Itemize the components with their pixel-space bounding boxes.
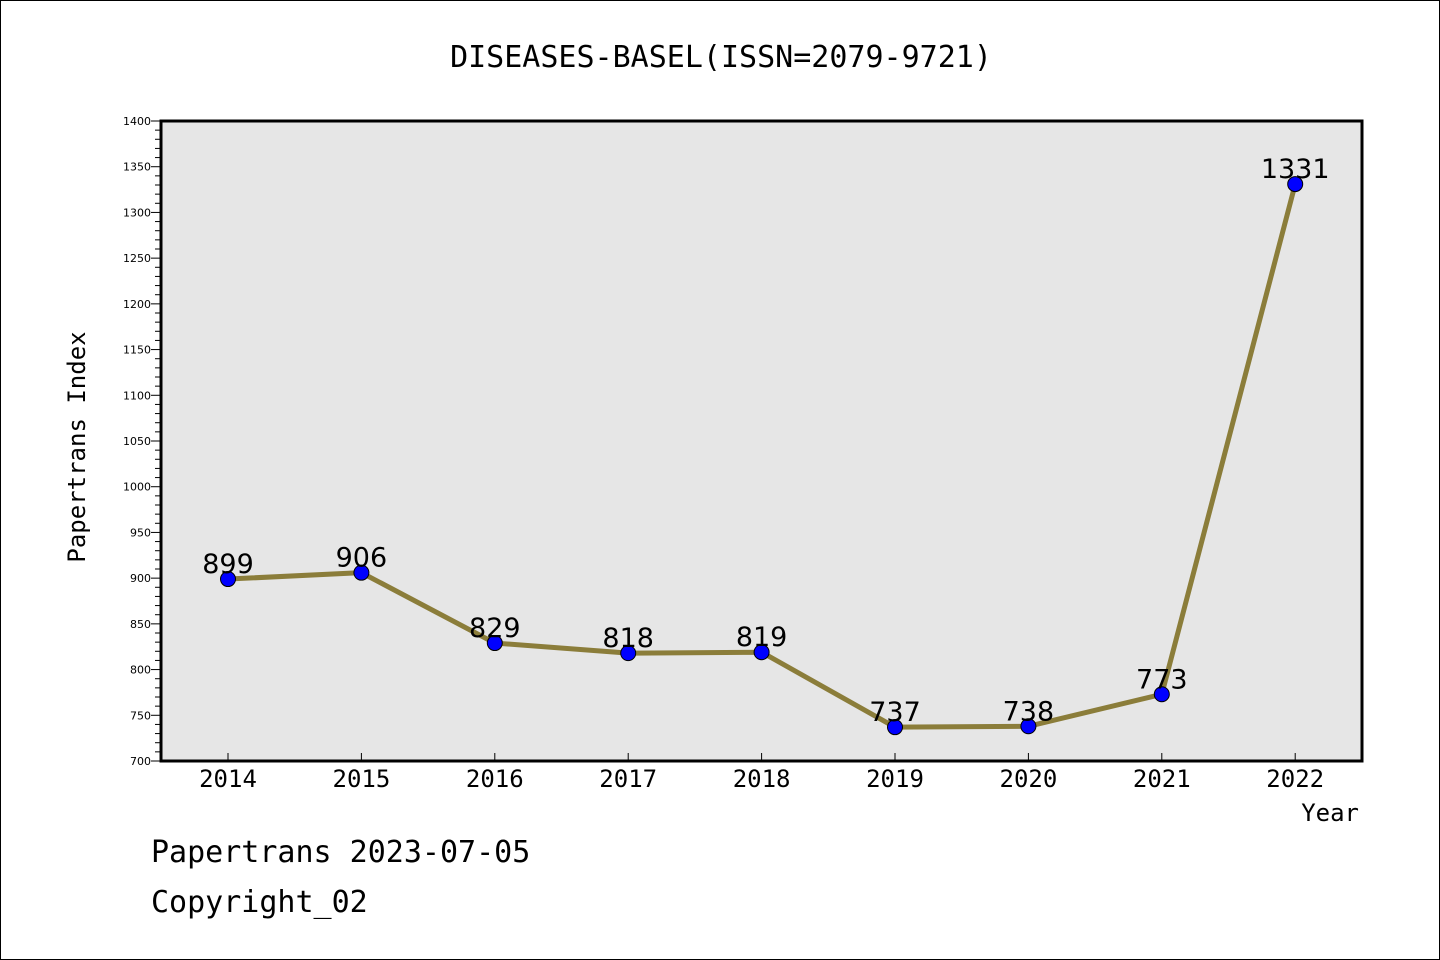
y-tick-label: 850 [130,618,151,631]
data-label: 1331 [1261,154,1330,185]
data-point [1287,176,1304,193]
data-point [1020,718,1037,735]
data-point [887,719,903,736]
y-tick-label: 950 [130,526,151,539]
data-points [220,176,1304,736]
data-point [1153,686,1170,703]
x-axis-label: Year [1301,799,1359,827]
y-axis-label: Papertrans Index [63,331,91,562]
y-tick-label: 1300 [123,206,151,219]
y-tick-label: 700 [130,755,151,768]
y-tick-label: 800 [130,664,151,677]
data-point [753,644,770,661]
y-axis-ticks: 700 750 800 850 900 950 1000 1050 1100 1150 1200 12… [123,115,161,768]
data-label: 899 [202,549,254,580]
x-tick-label: 2014 [199,765,257,793]
y-tick-label: 1350 [123,161,151,174]
y-tick-label: 1100 [123,389,151,402]
data-label: 737 [869,697,921,728]
data-label: 738 [1003,696,1055,727]
y-tick-label: 1250 [123,252,151,265]
data-label: 773 [1136,664,1188,695]
data-point [220,571,236,588]
x-tick-label: 2021 [1133,765,1191,793]
y-minor-ticks [155,129,161,753]
y-tick-label: 1050 [123,435,151,448]
data-label: 906 [336,543,388,574]
data-point [353,564,370,581]
x-tick-label: 2015 [333,765,391,793]
chart-title: DISEASES-BASEL(ISSN=2079-9721) [450,40,992,75]
x-tick-label: 2017 [599,765,657,793]
data-label: 829 [469,613,521,644]
y-tick-label: 1150 [123,344,151,357]
y-tick-label: 750 [130,709,151,722]
x-tick-label: 2020 [1000,765,1058,793]
x-tick-label: 2018 [733,765,791,793]
data-labels: 899 906 829 818 819 737 738 773 1331 [202,154,1329,728]
y-tick-label: 1000 [123,481,151,494]
footer-copyright: Copyright_02 [151,885,368,920]
y-tick-label: 1400 [123,115,151,128]
data-label: 818 [602,623,654,654]
footer-date: Papertrans 2023-07-05 [151,835,531,870]
data-point [486,635,503,652]
x-axis-ticks: 2014 2015 2016 2017 2018 2019 2020 2021 2022 [199,753,1324,793]
x-tick-label: 2016 [466,765,524,793]
y-tick-label: 900 [130,572,151,585]
data-label: 819 [736,622,788,653]
x-tick-label: 2022 [1266,765,1324,793]
x-tick-label: 2019 [866,765,924,793]
data-point [620,645,637,662]
y-tick-label: 1200 [123,298,151,311]
